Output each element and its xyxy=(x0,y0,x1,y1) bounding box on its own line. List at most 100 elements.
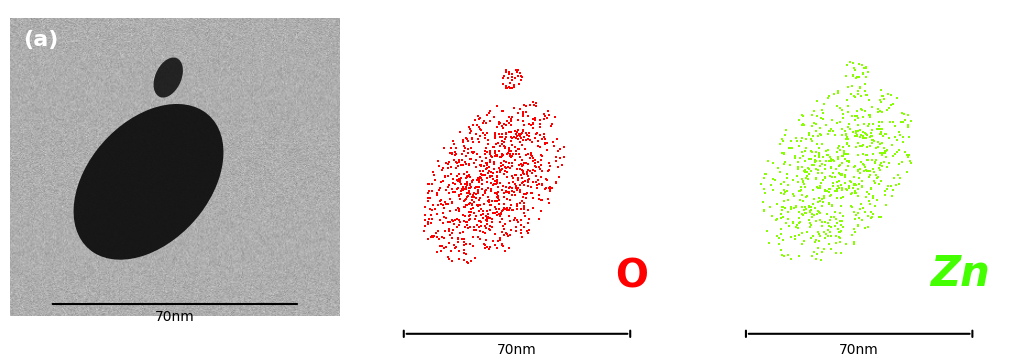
Point xyxy=(777,159,793,164)
Point xyxy=(480,226,496,232)
Point xyxy=(802,168,819,173)
Point xyxy=(484,224,500,229)
Point xyxy=(500,129,517,135)
Point xyxy=(830,163,847,169)
Point xyxy=(861,97,878,103)
Point xyxy=(799,229,816,235)
Point xyxy=(861,121,878,126)
Point xyxy=(796,184,813,190)
Point xyxy=(834,194,851,200)
Point xyxy=(421,216,437,222)
Point xyxy=(874,109,890,115)
Point xyxy=(866,203,883,209)
Point xyxy=(494,208,511,213)
Point xyxy=(493,164,510,169)
Point xyxy=(793,242,810,247)
Point xyxy=(465,194,482,200)
Point xyxy=(541,167,557,173)
Point xyxy=(518,169,535,175)
Point xyxy=(483,154,499,159)
Point xyxy=(429,202,446,208)
Point xyxy=(854,183,871,188)
Point xyxy=(508,186,524,191)
Point xyxy=(797,210,814,216)
Point xyxy=(445,218,461,224)
Point xyxy=(463,197,480,203)
Point xyxy=(487,242,504,248)
Point xyxy=(480,137,496,143)
Point xyxy=(436,199,453,205)
Point xyxy=(511,132,527,138)
Point xyxy=(858,194,875,200)
Point xyxy=(521,176,538,181)
Point xyxy=(482,244,498,250)
Point xyxy=(417,223,433,229)
Point xyxy=(514,74,530,80)
Point xyxy=(455,184,472,190)
Point xyxy=(464,243,481,249)
Point xyxy=(481,215,497,221)
Point xyxy=(458,169,475,175)
Point xyxy=(475,172,491,178)
Point xyxy=(780,188,796,194)
Point xyxy=(535,181,551,187)
Point xyxy=(837,157,853,162)
Point xyxy=(514,198,530,204)
Point xyxy=(851,127,868,133)
Point xyxy=(464,149,481,154)
Point xyxy=(866,138,883,144)
Point xyxy=(814,249,830,255)
Point xyxy=(876,159,892,164)
Point xyxy=(491,197,508,202)
Point xyxy=(444,258,460,264)
Point xyxy=(470,124,487,130)
Point xyxy=(451,256,467,261)
Point xyxy=(808,175,824,181)
Point xyxy=(492,210,509,216)
Point xyxy=(857,130,874,136)
Point xyxy=(773,208,790,213)
Point xyxy=(506,218,522,223)
Point xyxy=(461,156,478,162)
Point xyxy=(821,194,838,199)
Point xyxy=(425,169,442,175)
Point xyxy=(822,129,839,134)
Point xyxy=(884,193,901,199)
Point xyxy=(783,145,799,151)
Point xyxy=(466,224,483,229)
Point xyxy=(780,182,796,187)
Point xyxy=(494,187,511,192)
Point xyxy=(499,164,516,170)
Point xyxy=(462,130,479,136)
Point xyxy=(496,195,513,200)
Point xyxy=(515,206,531,211)
Point xyxy=(445,227,461,233)
Point xyxy=(864,194,881,199)
Point xyxy=(873,131,889,137)
Point xyxy=(874,140,890,146)
Point xyxy=(849,113,865,119)
Point xyxy=(832,210,849,215)
Point xyxy=(787,236,803,242)
Point xyxy=(509,69,525,75)
Point xyxy=(480,211,496,216)
Point xyxy=(497,222,514,227)
Point xyxy=(533,162,549,168)
Point xyxy=(840,124,856,130)
Point xyxy=(819,152,835,158)
Point xyxy=(442,232,458,237)
Point xyxy=(480,170,496,176)
Point xyxy=(470,225,487,230)
Point xyxy=(531,132,548,138)
Point xyxy=(792,187,809,193)
Point xyxy=(548,180,565,185)
Point xyxy=(538,176,554,182)
Point xyxy=(833,187,850,192)
Point xyxy=(481,108,497,114)
Point xyxy=(506,135,522,140)
Point xyxy=(447,217,463,223)
Point xyxy=(856,108,873,113)
Point xyxy=(496,145,513,150)
Point xyxy=(844,232,860,238)
Point xyxy=(534,158,550,163)
